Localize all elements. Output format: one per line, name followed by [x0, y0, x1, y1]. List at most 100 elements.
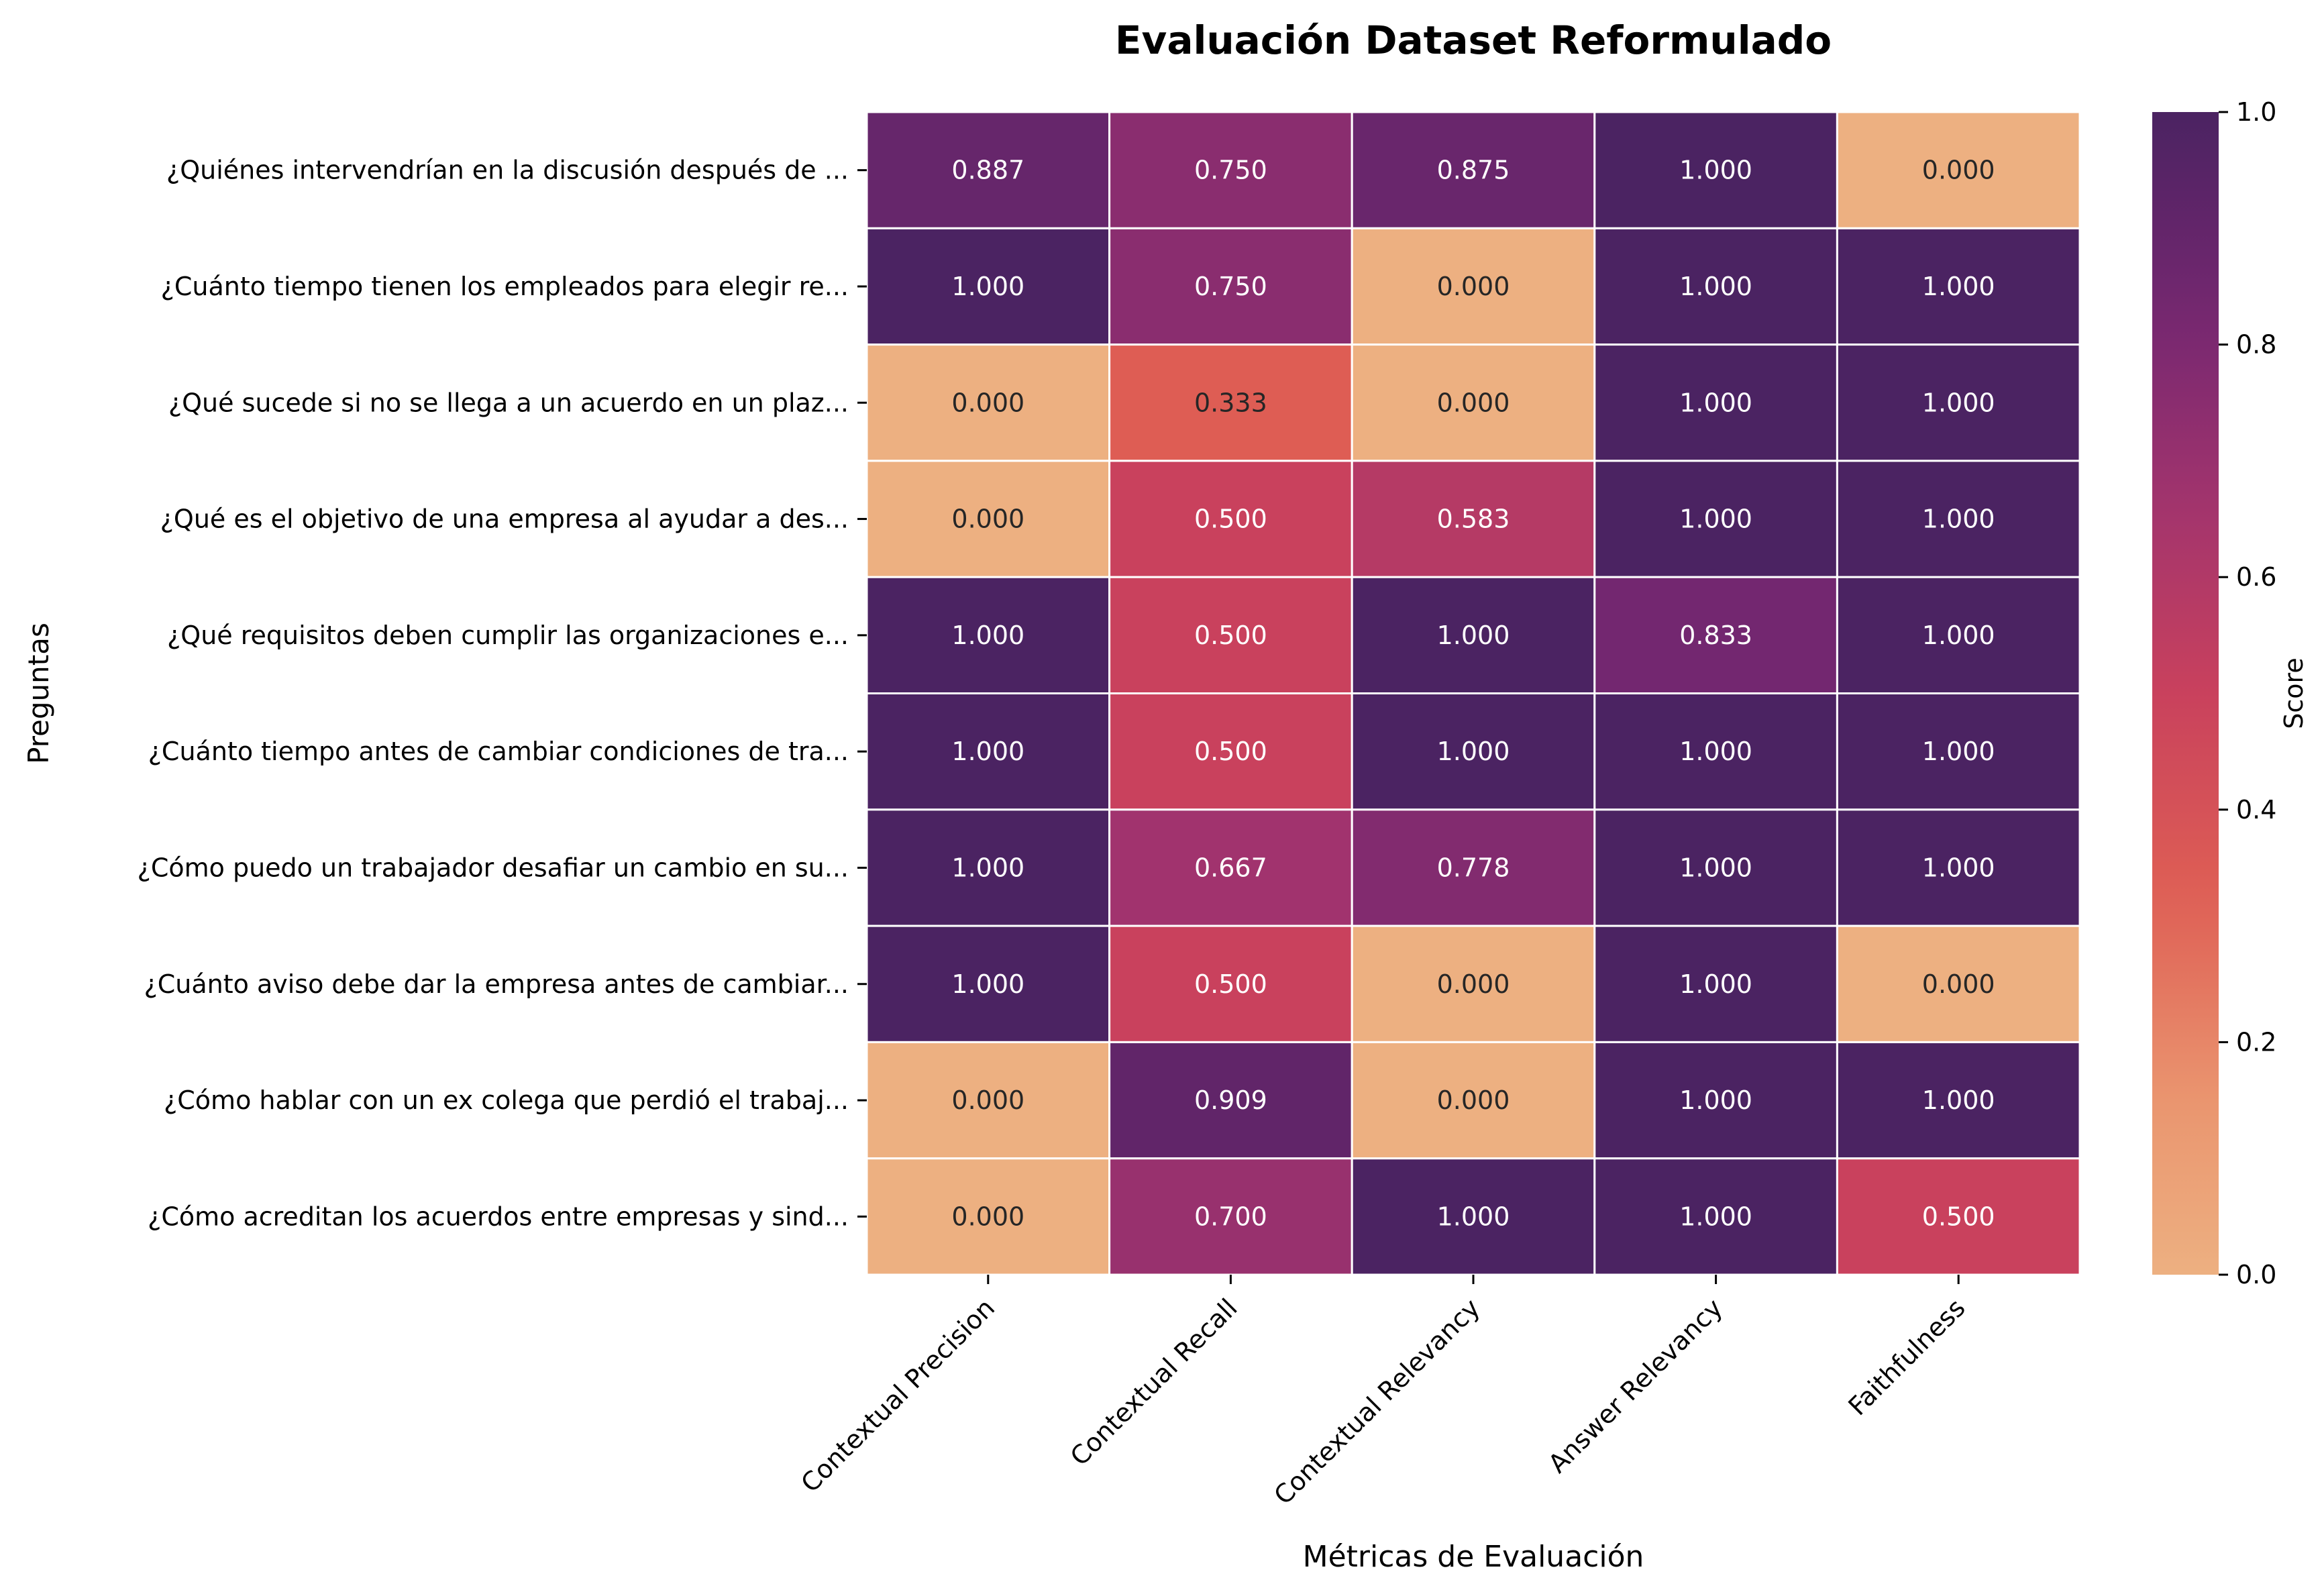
cell-value-label: 0.500 [1194, 505, 1267, 534]
cell-value-label: 0.500 [1194, 969, 1267, 999]
cell-value-label: 1.000 [1679, 156, 1752, 185]
cell-value-label: 0.583 [1437, 505, 1510, 534]
cell-value-label: 1.000 [951, 272, 1024, 301]
cell-value-label: 1.000 [1679, 969, 1752, 999]
heatmap-cell [1836, 808, 2081, 927]
cell-value-label: 0.500 [1194, 737, 1267, 766]
y-tick-label: ¿Cómo acreditan los acuerdos entre empre… [148, 1202, 849, 1231]
cell-value-label: 0.000 [951, 505, 1024, 534]
x-axis-title: Métricas de Evaluación [1303, 1540, 1644, 1574]
heatmap-cell [1836, 460, 2081, 578]
cell-value-label: 0.000 [1437, 969, 1510, 999]
cell-value-label: 1.000 [1922, 505, 1995, 534]
colorbar-tick-label: 0.6 [2236, 562, 2276, 592]
y-tick-label: ¿Quiénes intervendrían en la discusión d… [166, 156, 849, 185]
cell-value-label: 0.700 [1194, 1202, 1267, 1231]
heatmap-cell [1108, 924, 1353, 1043]
heatmap-cell [865, 227, 1111, 346]
cell-value-label: 1.000 [1437, 737, 1510, 766]
cell-value-label: 0.500 [1194, 621, 1267, 650]
cell-value-label: 1.000 [1679, 272, 1752, 301]
heatmap-cell [1593, 111, 1838, 229]
colorbar-tick-label: 1.0 [2236, 97, 2276, 127]
cell-value-label: 0.750 [1194, 272, 1267, 301]
heatmap-cell [1836, 576, 2081, 695]
cell-value-label: 0.000 [951, 388, 1024, 417]
cell-value-label: 0.875 [1437, 156, 1510, 185]
colorbar-tick-label: 0.8 [2236, 330, 2276, 360]
x-tick-label: Contextual Recall [1065, 1293, 1243, 1471]
colorbar-tick-label: 0.0 [2236, 1260, 2276, 1289]
cell-value-label: 1.000 [1922, 1086, 1995, 1115]
heatmap-cell [1108, 343, 1353, 462]
cell-value-label: 1.000 [951, 737, 1024, 766]
y-tick-label: ¿Cuánto tiempo tienen los empleados para… [161, 272, 849, 301]
colorbar-tick-label: 0.2 [2236, 1027, 2276, 1057]
colorbar-ticks: 0.0 0.2 0.4 0.6 0.8 1.0 [2219, 97, 2276, 1289]
heatmap-cell [1351, 1041, 1596, 1160]
cell-value-label: 1.000 [951, 853, 1024, 882]
cell-value-label: 1.000 [1922, 621, 1995, 650]
cell-value-label: 0.000 [1437, 272, 1510, 301]
cell-value-label: 0.000 [951, 1202, 1024, 1231]
cell-value-label: 0.750 [1194, 156, 1267, 185]
heatmap-cell [1593, 1157, 1838, 1276]
y-tick-label: ¿Cuánto aviso debe dar la empresa antes … [144, 969, 849, 999]
heatmap-cell-labels: 0.887 0.750 0.875 1.000 0.000 1.000 0.750 0.000… [951, 156, 1995, 1232]
heatmap-cell [865, 111, 1111, 229]
heatmap-cell [1351, 576, 1596, 695]
heatmap-cell [865, 808, 1111, 927]
heatmap-cell [1593, 692, 1838, 811]
cell-value-label: 1.000 [1679, 505, 1752, 534]
heatmap-cell [1108, 692, 1353, 811]
cell-value-label: 0.000 [1922, 156, 1995, 185]
x-tick-label: Answer Relevancy [1542, 1293, 1728, 1479]
x-tick-label: Contextual Precision [795, 1293, 1000, 1498]
heatmap-cell [1351, 227, 1596, 346]
heatmap-cell [865, 924, 1111, 1043]
cell-value-label: 0.909 [1194, 1086, 1267, 1115]
heatmap-cell [1108, 1041, 1353, 1160]
cell-value-label: 0.000 [951, 1086, 1024, 1115]
x-tick-labels: Contextual Precision Contextual Recall Con… [795, 1275, 1971, 1510]
cell-value-label: 1.000 [1922, 737, 1995, 766]
colorbar-tick-label: 0.4 [2236, 795, 2276, 825]
cell-value-label: 1.000 [1922, 272, 1995, 301]
cell-value-label: 1.000 [1437, 1202, 1510, 1231]
heatmap-cell [1593, 924, 1838, 1043]
cell-value-label: 0.333 [1194, 388, 1267, 417]
colorbar-label: Score [2279, 657, 2309, 729]
chart-title: Evaluación Dataset Reformulado [1115, 17, 1832, 63]
heatmap-cell [1108, 111, 1353, 229]
heatmap-cell [1593, 460, 1838, 578]
cell-value-label: 1.000 [1679, 853, 1752, 882]
heatmap-cell [1836, 1157, 2081, 1276]
x-tick-label: Contextual Relevancy [1268, 1293, 1485, 1510]
y-tick-label: ¿Qué requisitos deben cumplir las organi… [167, 621, 849, 650]
heatmap-cells [865, 111, 2081, 1276]
heatmap-cell [1836, 227, 2081, 346]
y-axis-title: Preguntas [22, 623, 55, 764]
y-tick-labels: ¿Quiénes intervendrían en la discusión d… [138, 156, 867, 1231]
cell-value-label: 0.000 [1437, 388, 1510, 417]
heatmap-cell [1351, 460, 1596, 578]
heatmap-cell [1351, 343, 1596, 462]
y-tick-label: ¿Qué es el objetivo de una empresa al ay… [160, 505, 849, 534]
cell-value-label: 1.000 [951, 621, 1024, 650]
cell-value-label: 0.500 [1922, 1202, 1995, 1231]
heatmap-cell [1108, 460, 1353, 578]
colorbar [2152, 112, 2219, 1275]
cell-value-label: 0.667 [1194, 853, 1267, 882]
heatmap-cell [865, 576, 1111, 695]
cell-value-label: 1.000 [1679, 1086, 1752, 1115]
heatmap-cell [1836, 111, 2081, 229]
heatmap-cell [1836, 343, 2081, 462]
x-tick-label: Faithfulness [1842, 1293, 1970, 1421]
cell-value-label: 0.000 [1922, 969, 1995, 999]
heatmap-cell [1593, 343, 1838, 462]
cell-value-label: 1.000 [1679, 737, 1752, 766]
cell-value-label: 0.833 [1679, 621, 1752, 650]
heatmap-cell [865, 1157, 1111, 1276]
cell-value-label: 1.000 [1922, 853, 1995, 882]
